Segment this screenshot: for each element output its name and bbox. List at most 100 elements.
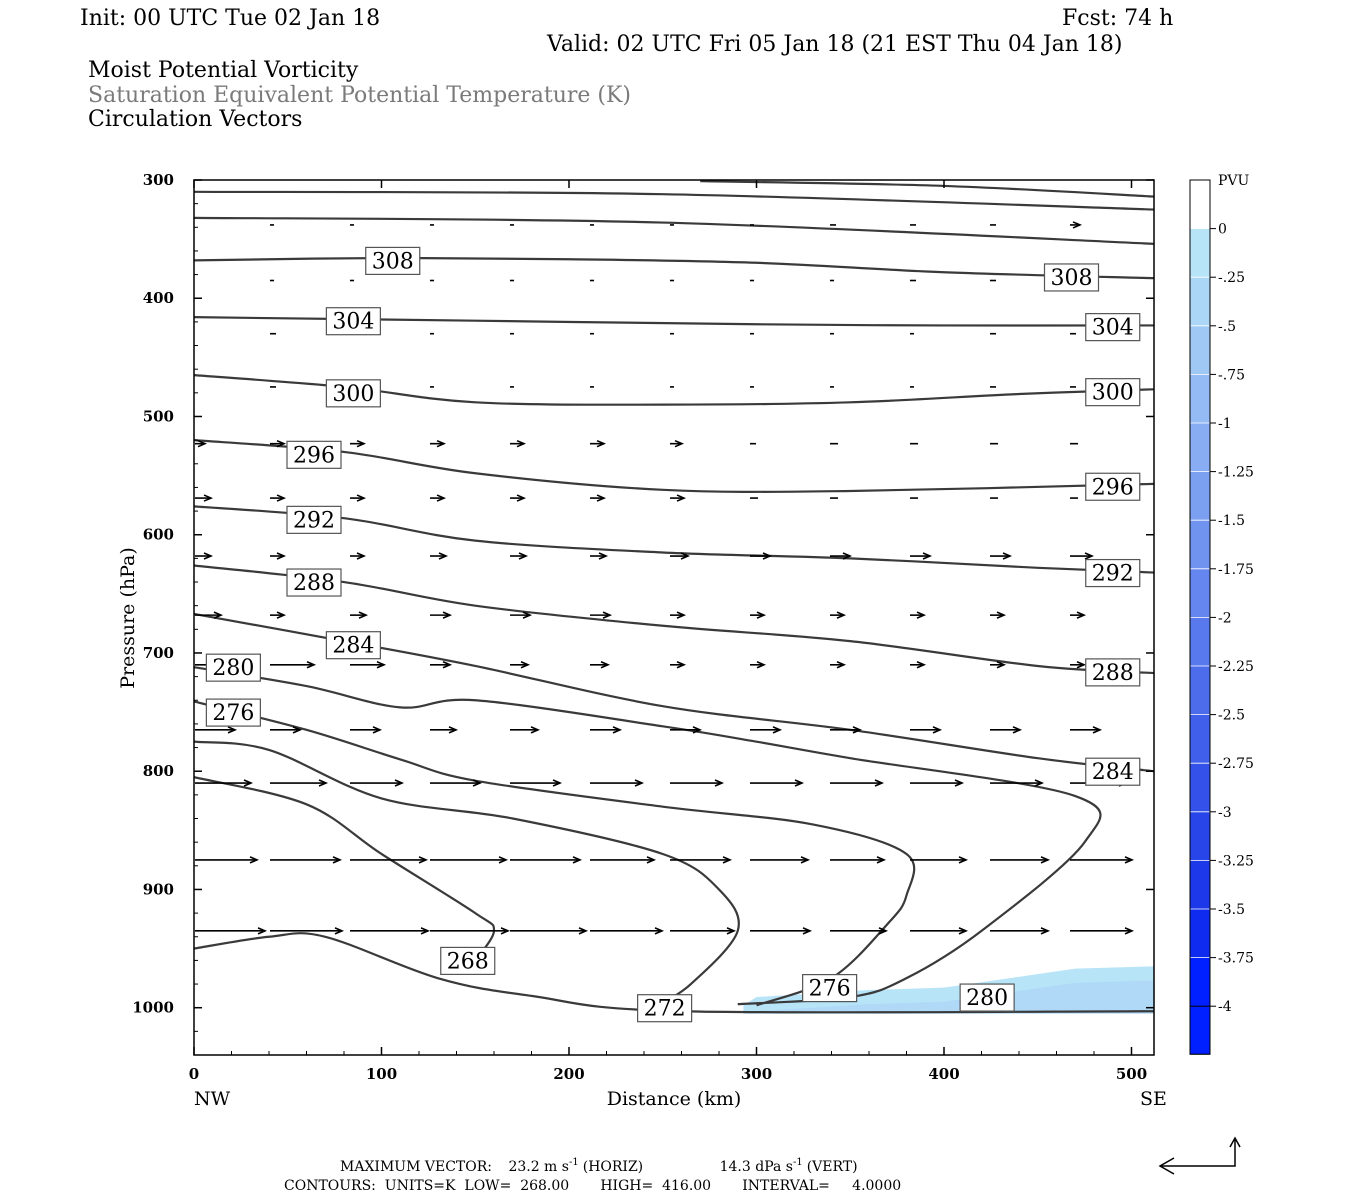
circulation-vector-head — [436, 494, 447, 502]
contour-label-box — [286, 568, 342, 597]
init-time: Init: 00 UTC Tue 02 Jan 18 — [80, 6, 380, 31]
y-tick-label: 700 — [143, 644, 174, 662]
contour-label-box — [1085, 558, 1141, 588]
circulation-vector-head — [596, 494, 607, 502]
contour-label-box — [365, 246, 421, 276]
colorbar-tick-label: -2.5 — [1218, 708, 1245, 724]
circulation-vector-head — [612, 726, 623, 734]
x-tick-label: 400 — [928, 1065, 959, 1083]
circulation-vector-head — [203, 552, 214, 560]
circulation-vector-head — [874, 779, 885, 787]
field-title-mpv: Moist Potential Vorticity — [88, 58, 359, 83]
circulation-vector-head — [680, 552, 691, 560]
circulation-vector-head — [634, 779, 645, 787]
circulation-vector-head — [714, 779, 725, 787]
colorbar-swatch — [1190, 228, 1210, 278]
y-tick-label: 300 — [143, 171, 174, 189]
x-end-label-right: SE — [1140, 1088, 1167, 1110]
theta-contour-288 — [193, 564, 1155, 675]
x-end-label-left: NW — [194, 1088, 231, 1110]
x-axis-title: Distance (km) — [607, 1088, 742, 1110]
circulation-vector-head — [372, 726, 383, 734]
colorbar-swatch — [1190, 520, 1210, 569]
circulation-vector-head — [922, 552, 933, 560]
colorbar-swatch — [1190, 909, 1210, 958]
contour-label-300: 300 — [332, 382, 374, 407]
colorbar-swatch — [1190, 180, 1210, 229]
circulation-vector-head — [852, 726, 863, 734]
x-tick-label: 100 — [366, 1065, 397, 1083]
circulation-vector-head — [1124, 927, 1135, 935]
y-tick-label: 800 — [143, 762, 174, 780]
contour-label-304: 304 — [1092, 316, 1134, 341]
circulation-vector-head — [954, 779, 965, 787]
circulation-vector-head — [726, 927, 737, 935]
circulation-vector-head — [996, 611, 1007, 619]
circulation-vector-head — [358, 611, 369, 619]
circulation-vector-head — [600, 661, 611, 669]
contour-label-288: 288 — [293, 571, 335, 596]
circulation-vector-head — [602, 611, 613, 619]
circulation-vector-head — [836, 661, 847, 669]
circulation-vector-head — [356, 494, 367, 502]
circulation-vectors — [195, 221, 1135, 935]
theta-contour-292 — [193, 505, 1155, 574]
colorbar-swatch — [1190, 423, 1210, 472]
y-tick-label: 500 — [143, 407, 174, 425]
circulation-vector-head — [306, 661, 317, 669]
contour-label-304: 304 — [332, 310, 374, 335]
contour-label-box — [1085, 313, 1141, 342]
x-tick-label: 500 — [1116, 1065, 1147, 1083]
colorbar-tick-label: -3.25 — [1218, 853, 1254, 869]
colorbar-swatch — [1190, 471, 1210, 521]
circulation-vector-head — [676, 661, 687, 669]
footer-vert-value: 14.3 dPa s — [720, 1159, 793, 1175]
colorbar-tick-label: -2 — [1218, 610, 1232, 626]
contour-label-292: 292 — [1092, 562, 1134, 587]
colorbar: 0 -.25 -.5 -.75 -1 -1.25 -1.5 -1.75 -2 -2.25 -2.5 -… — [1189, 179, 1254, 1055]
circulation-vector-head — [438, 552, 449, 560]
contour-label-box — [205, 653, 261, 682]
colorbar-swatch — [1190, 666, 1210, 715]
footer-contours: CONTOURS: UNITS=K LOW= 268.00 HIGH= 416.… — [284, 1178, 901, 1194]
circulation-vector-head — [276, 552, 287, 560]
contour-label-296: 296 — [1092, 475, 1134, 500]
contour-label-300: 300 — [1092, 381, 1134, 406]
circulation-vector-head — [1076, 661, 1087, 669]
circulation-vector-head — [213, 611, 224, 619]
y-tick-label: 900 — [143, 880, 174, 898]
theta-contour-upper-c — [700, 180, 1155, 198]
circulation-vector-head — [376, 661, 387, 669]
colorbar-tick-label: -1 — [1218, 416, 1232, 432]
circulation-vector-head — [916, 611, 927, 619]
mpv-shaded-core — [743, 980, 1154, 1014]
circulation-vector-head — [498, 856, 509, 864]
circulation-vector-head — [878, 927, 889, 935]
circulation-vector-head — [276, 494, 287, 502]
y-tick-label: 1000 — [132, 999, 174, 1017]
colorbar-tick-label: -.5 — [1218, 319, 1236, 335]
contour-label-296: 296 — [293, 443, 335, 468]
x-tick-label: 300 — [741, 1065, 772, 1083]
colorbar-swatch — [1190, 714, 1210, 764]
circulation-vector-head — [596, 439, 607, 448]
theta-contour-upper-b — [193, 216, 1155, 245]
contour-label-276: 276 — [212, 701, 254, 726]
field-title-theta-es: Saturation Equivalent Potential Temperat… — [88, 83, 631, 108]
circulation-vector-head — [654, 927, 665, 935]
circulation-vector-head — [676, 494, 687, 502]
colorbar-swatch — [1190, 374, 1210, 423]
circulation-vector-head — [1040, 927, 1051, 935]
circulation-vector-head — [292, 726, 303, 734]
circulation-vector-head — [257, 927, 268, 935]
colorbar-tick-label: -1.25 — [1218, 465, 1254, 481]
circulation-vector-head — [420, 927, 431, 935]
contour-label-box — [205, 698, 261, 727]
contour-label-box — [325, 307, 381, 336]
circulation-vector-head — [842, 552, 853, 560]
circulation-vector-head — [836, 611, 847, 619]
circulation-vector-head — [516, 439, 527, 448]
circulation-vector-head — [674, 439, 685, 448]
contour-label-308: 308 — [372, 249, 414, 274]
